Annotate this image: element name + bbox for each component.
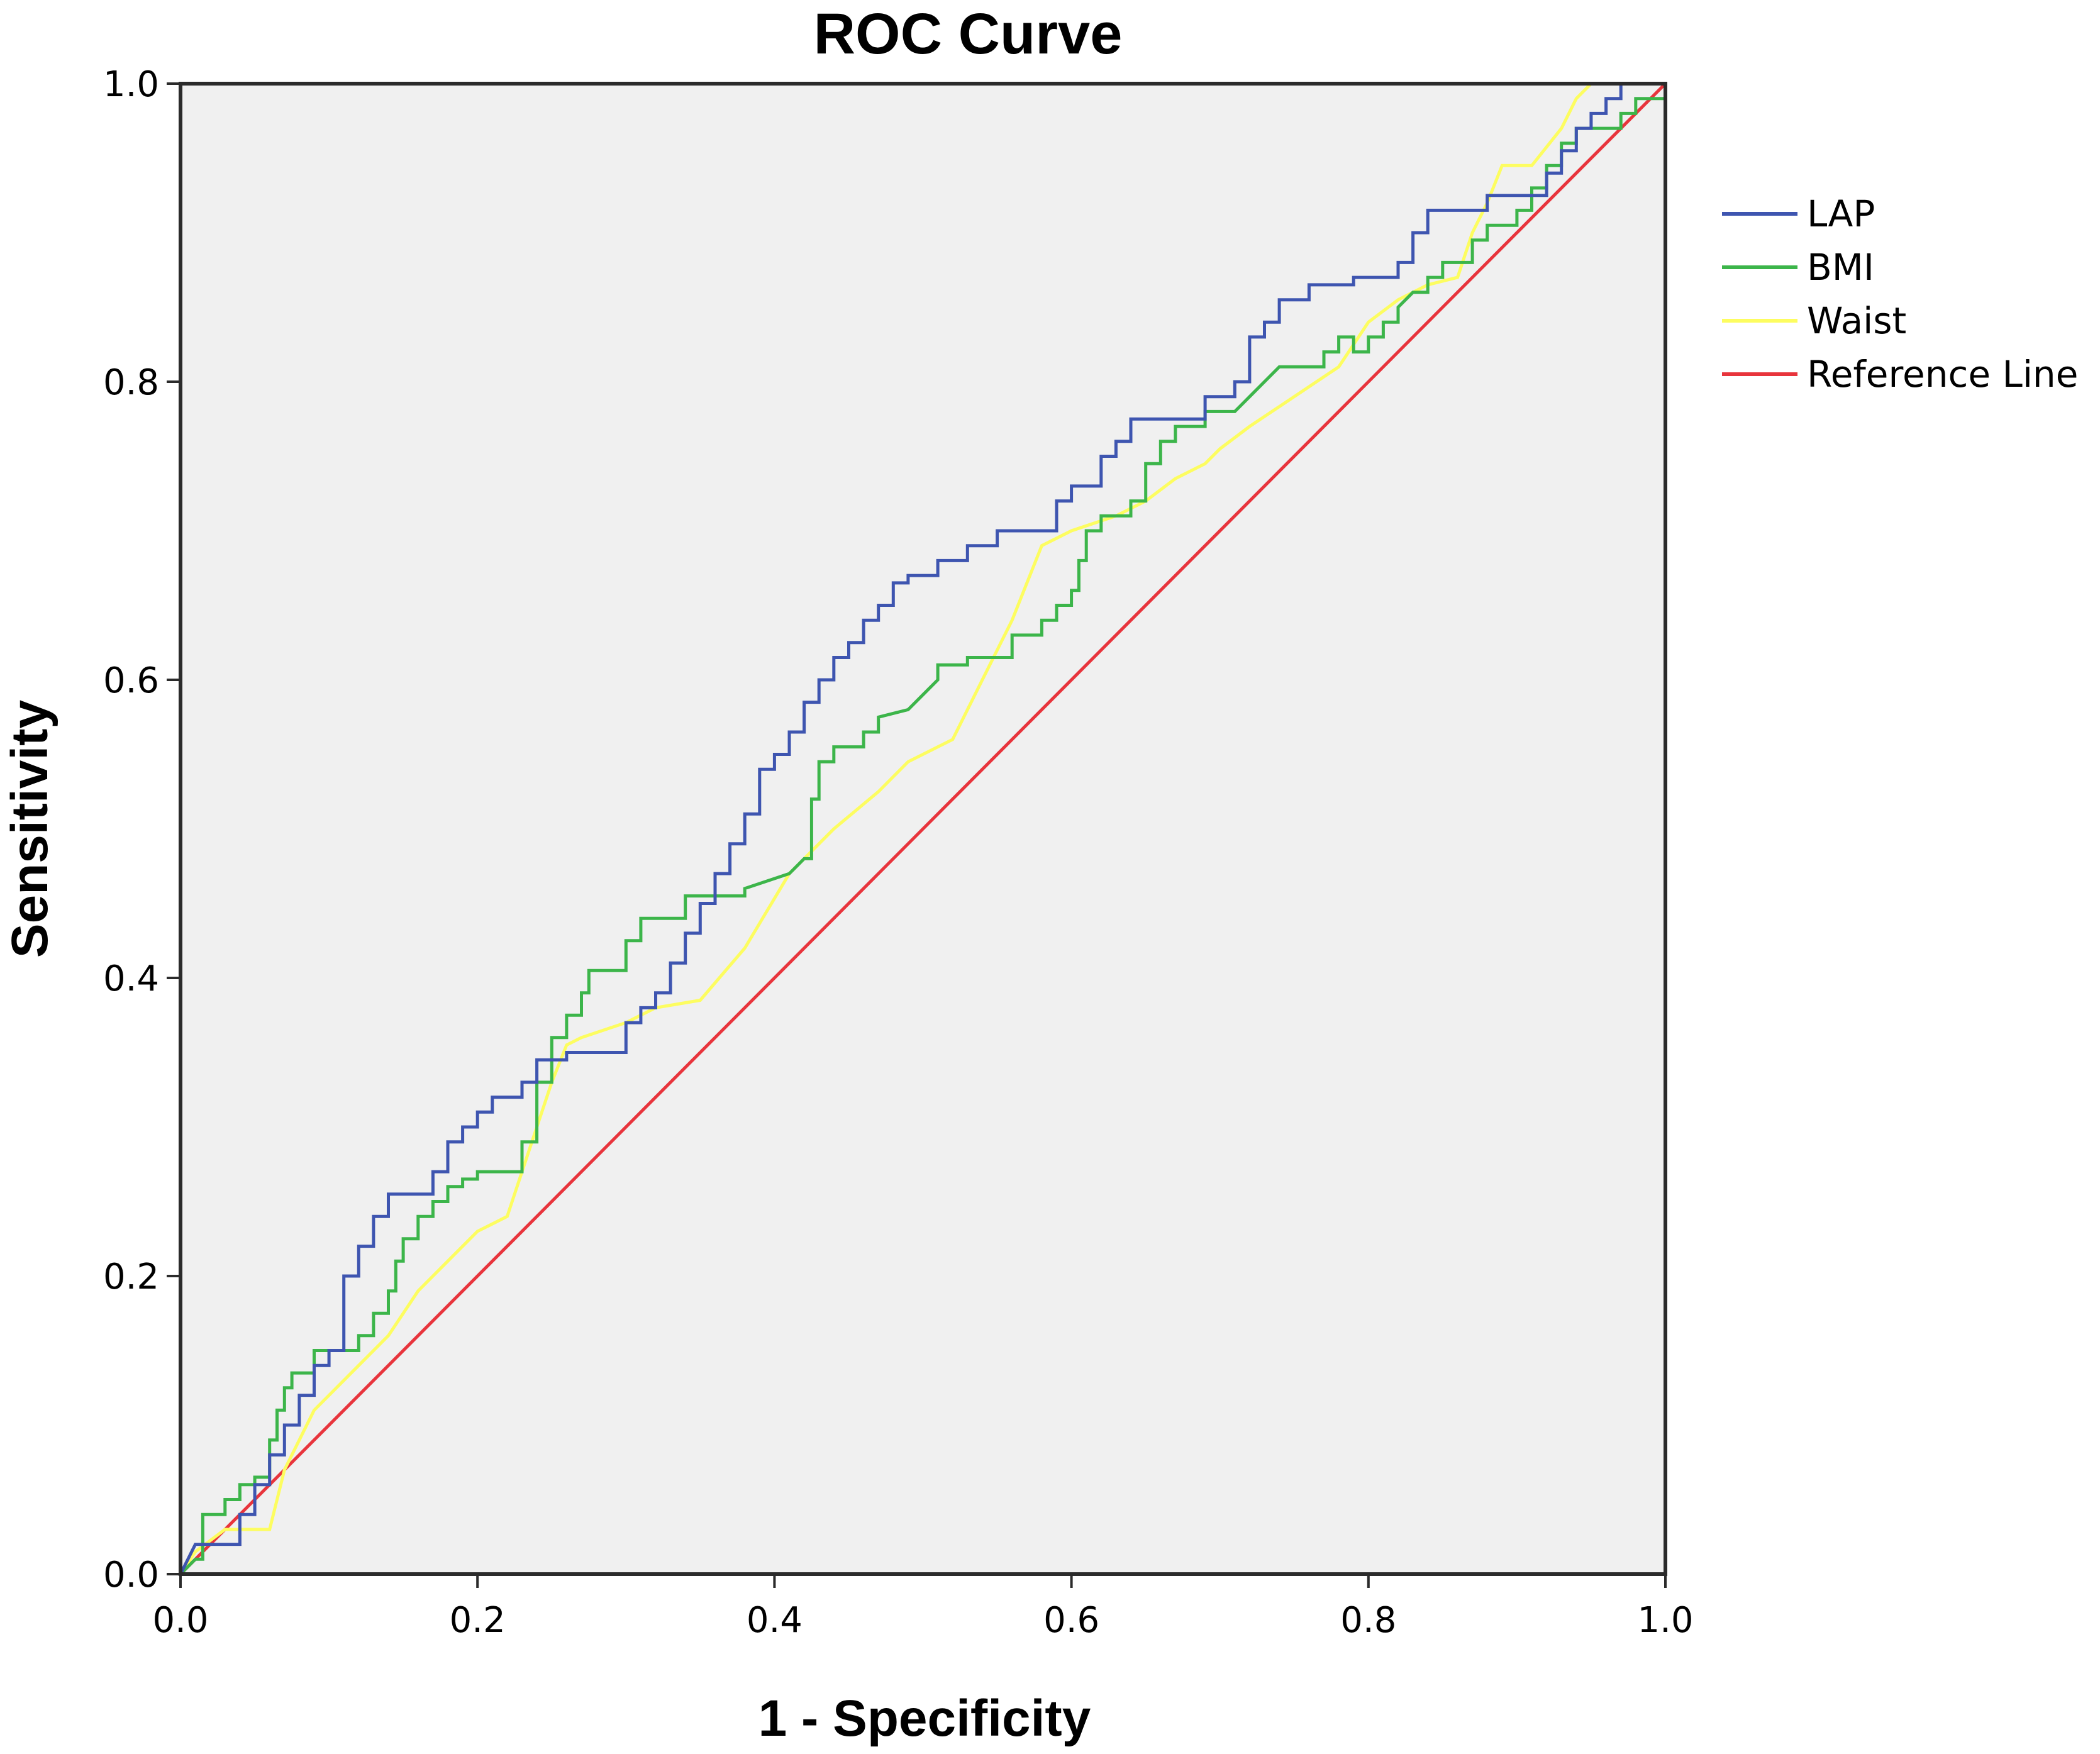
legend-label-reference-line: Reference Line [1807,353,2078,396]
x-tick-label: 1.0 [1637,1600,1693,1641]
chart-title: ROC Curve [814,2,1123,66]
legend: LAP BMI Waist Reference Line [1722,192,2078,396]
x-tick-label: 0.8 [1340,1600,1396,1641]
legend-label-lap: LAP [1807,192,1875,235]
y-tick-label: 0.2 [103,1257,159,1297]
y-axis: 0.0 0.2 0.4 0.6 0.8 1.0 [103,64,181,1596]
series-line-reference-line [179,82,1667,1575]
x-tick-label: 0.2 [450,1600,506,1641]
x-axis-title: 1 - Specificity [758,1690,1091,1747]
legend-label-bmi: BMI [1807,246,1874,289]
y-tick-label: 1.0 [103,64,159,105]
y-axis-title: Sensitivity [1,700,58,958]
y-tick-label: 0.6 [103,660,159,701]
series-layer [179,82,1667,1575]
x-tick-label: 0.6 [1043,1600,1099,1641]
legend-label-waist: Waist [1807,299,1906,342]
series-line-bmi [179,97,1665,1575]
x-axis: 0.0 0.2 0.4 0.6 0.8 1.0 [152,1574,1694,1641]
series-line-lap [179,82,1665,1575]
y-tick-label: 0.8 [103,362,159,403]
y-tick-label: 0.0 [103,1555,159,1596]
y-tick-label: 0.4 [103,958,159,999]
x-tick-label: 0.4 [747,1600,803,1641]
plot-frame [179,82,1667,1576]
x-tick-label: 0.0 [152,1600,208,1641]
